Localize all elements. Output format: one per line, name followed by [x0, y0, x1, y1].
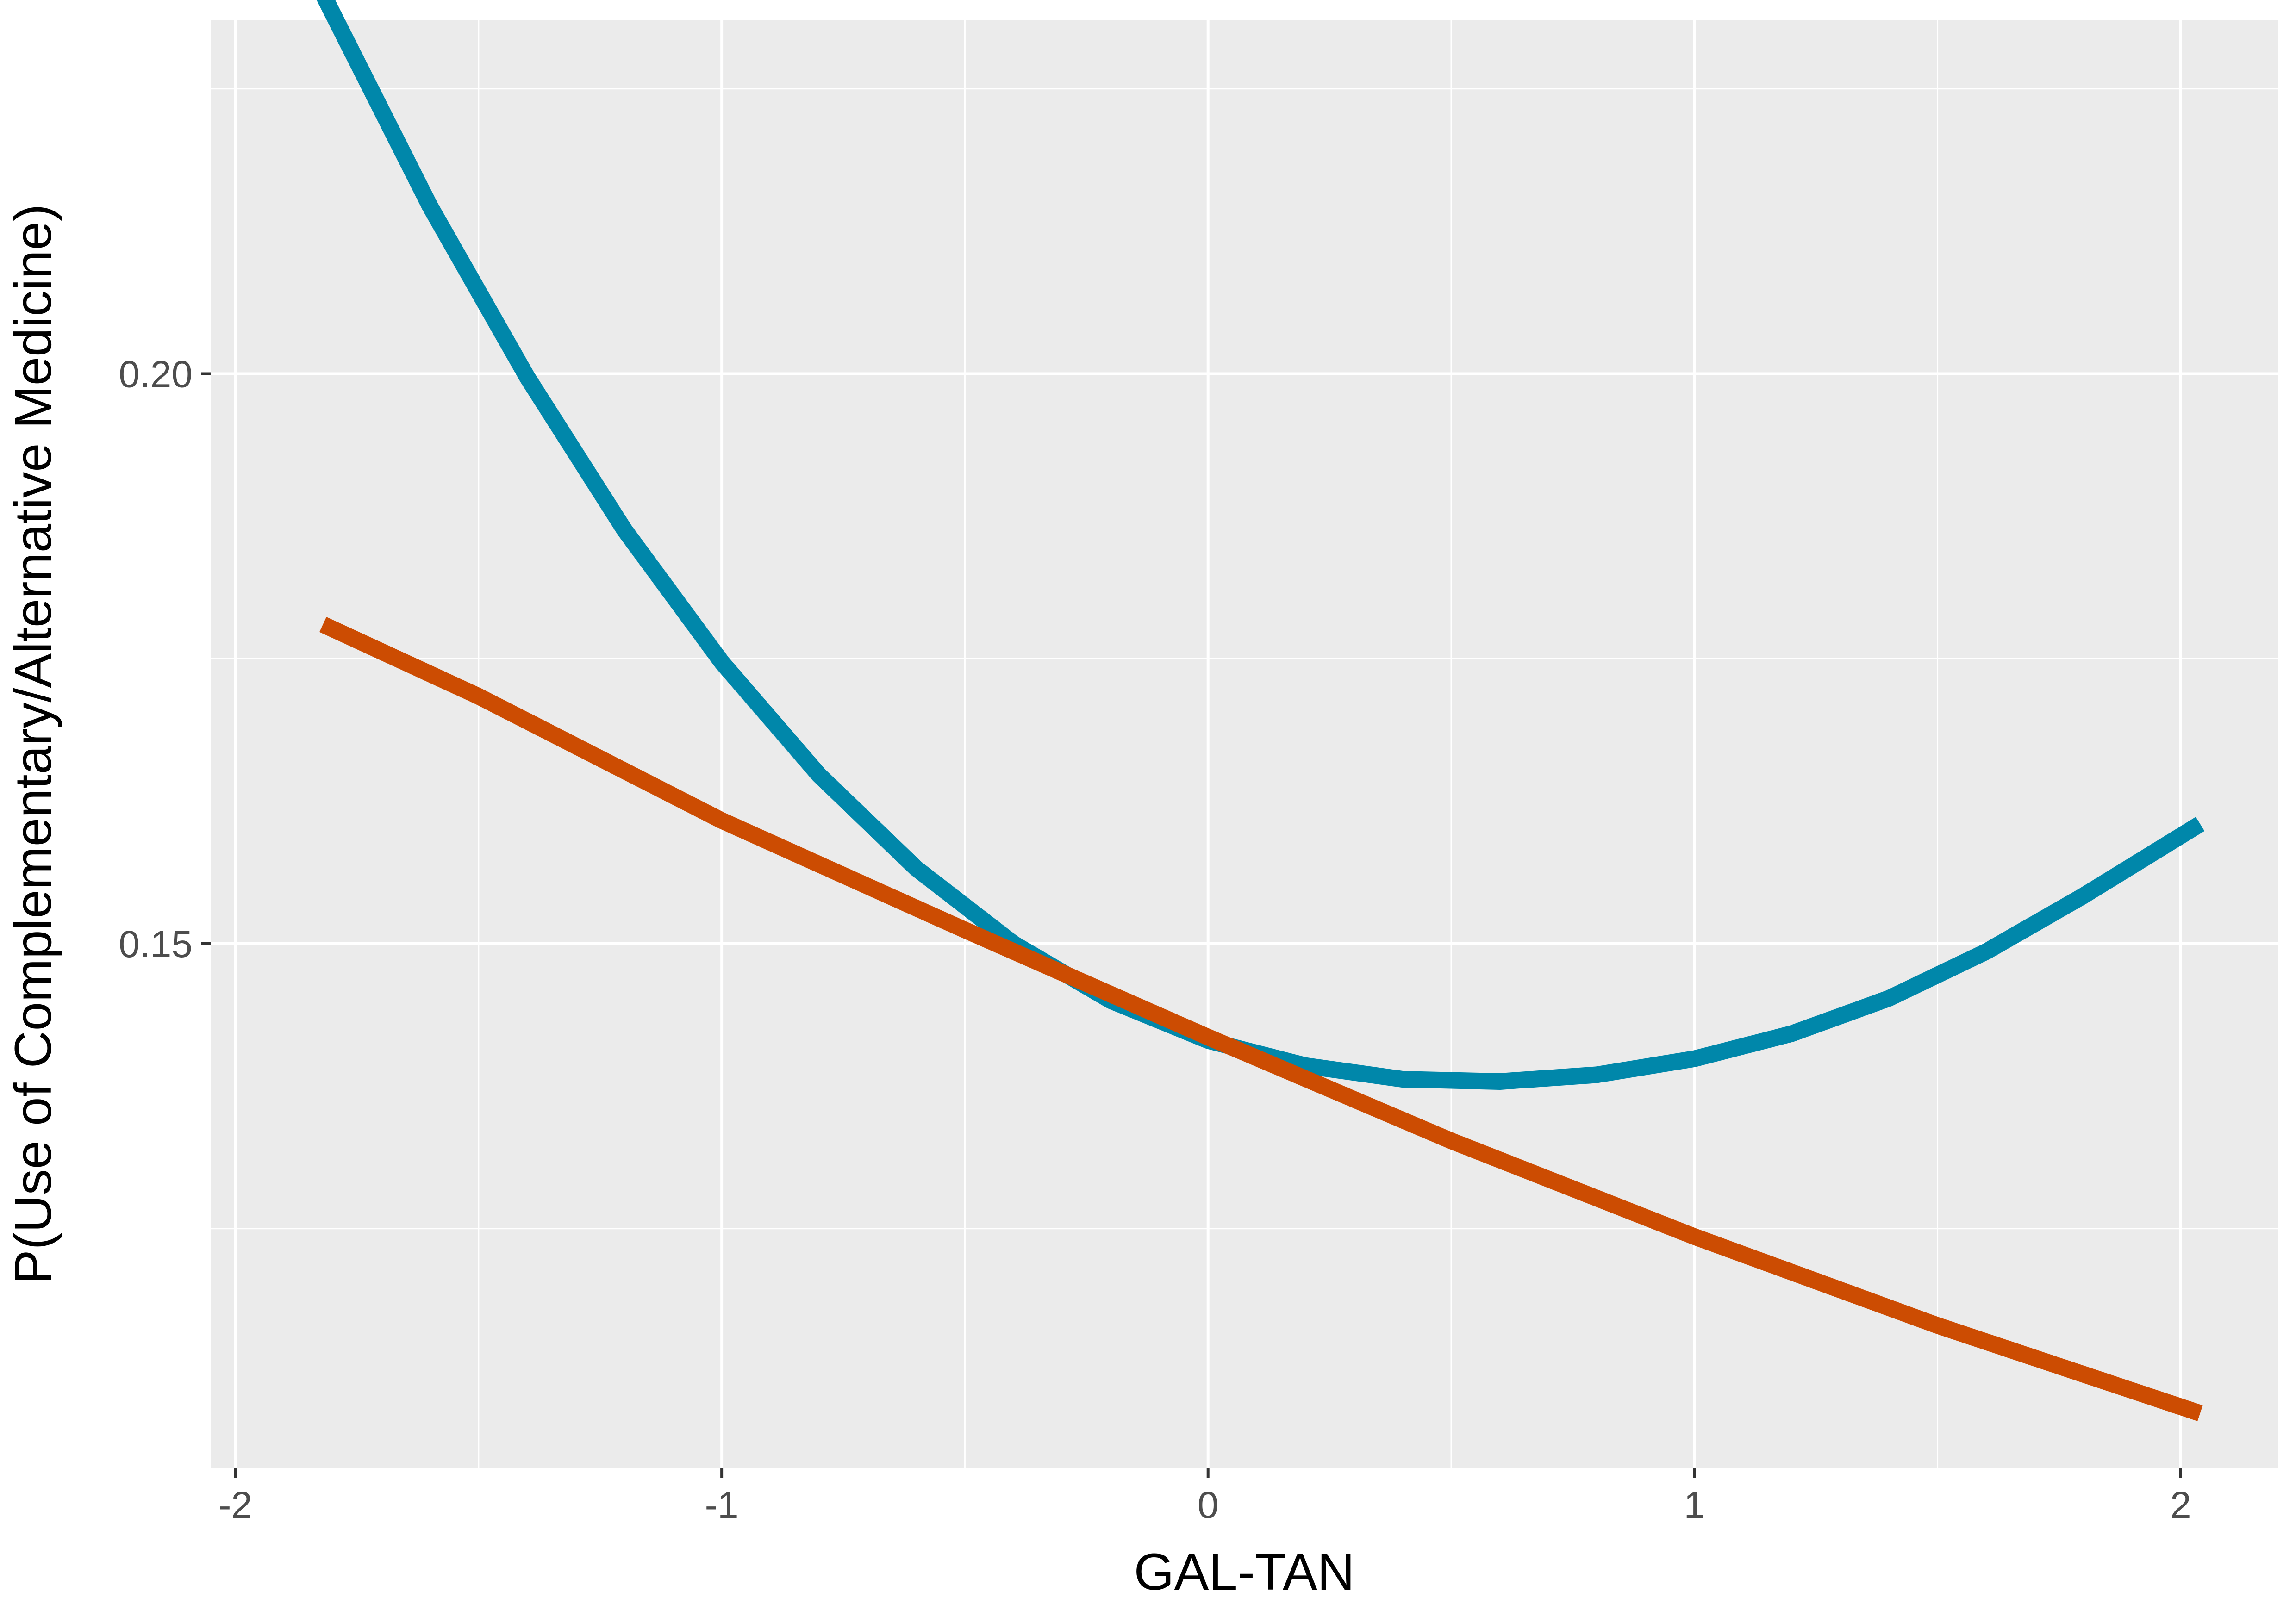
x-tick-labels: -2 -1 0 1 2 — [218, 1484, 2191, 1526]
plot-panel — [211, 20, 2278, 1468]
y-axis-title: P(Use of Complementary/Alternative Medic… — [4, 204, 62, 1284]
series-line-2 — [319, 617, 2203, 1421]
minor-gridlines — [211, 20, 2278, 1468]
series-layer — [316, 0, 2205, 1421]
y-tick-label: 0.20 — [119, 354, 193, 396]
x-tick-label: 2 — [2170, 1484, 2191, 1526]
x-axis-title: GAL-TAN — [1134, 1543, 1354, 1601]
axis-ticks — [201, 372, 2182, 1478]
y-tick-labels: 0.15 0.20 — [119, 354, 193, 965]
major-gridlines — [211, 20, 2278, 1468]
x-tick-label: -2 — [218, 1484, 252, 1526]
y-tick-label: 0.15 — [119, 923, 193, 965]
x-tick-label: 1 — [1684, 1484, 1705, 1526]
x-tick-label: -1 — [705, 1484, 739, 1526]
x-tick-label: 0 — [1198, 1484, 1219, 1526]
